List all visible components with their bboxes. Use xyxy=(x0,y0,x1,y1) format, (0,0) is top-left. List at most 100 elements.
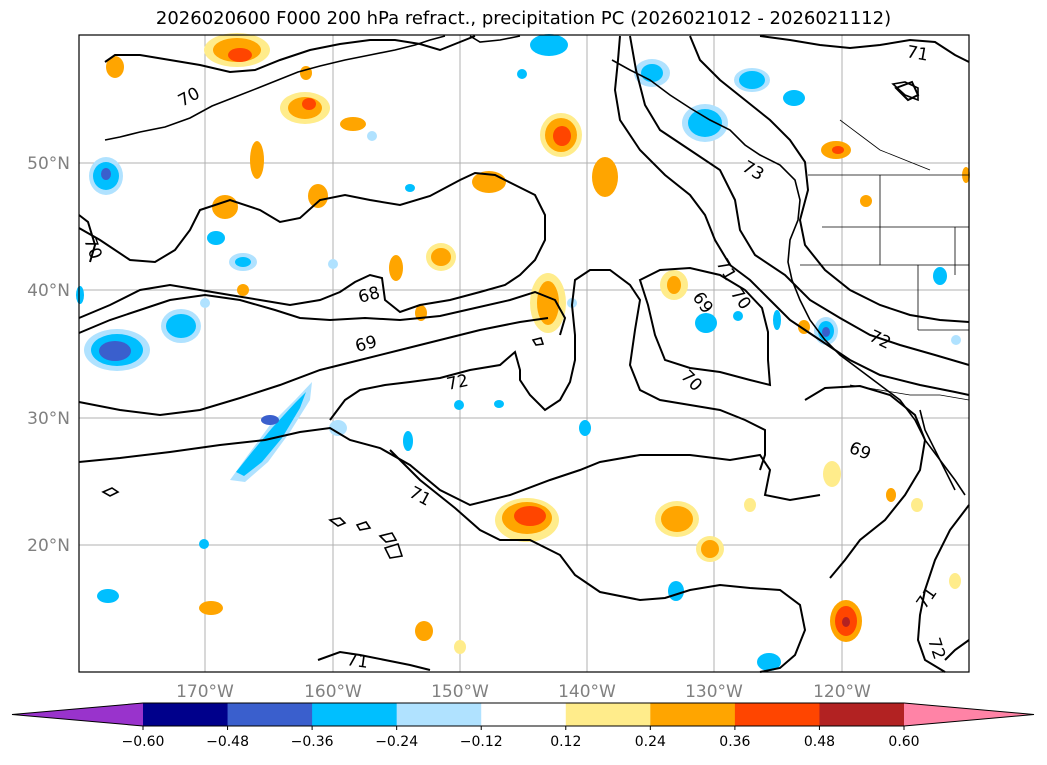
precip-positive-blob xyxy=(911,498,923,512)
lon-label: 140°W xyxy=(558,682,616,702)
precip-negative-blob xyxy=(668,581,684,601)
colorbar-tick-label: 0.48 xyxy=(804,734,835,750)
lat-label: 40°N xyxy=(27,281,70,301)
precip-positive-blob xyxy=(212,195,238,219)
precip-negative-blob xyxy=(97,589,119,603)
precip-positive-blob xyxy=(250,141,264,179)
refractivity-contours xyxy=(78,35,970,673)
precip-positive-blob xyxy=(389,255,403,281)
colorbar-tick-label: −0.48 xyxy=(206,734,249,750)
colorbar-segment xyxy=(481,703,567,726)
hawaii-island-kauai xyxy=(328,517,347,527)
precip-negative-blob xyxy=(682,104,728,142)
alaska-gulf-coast xyxy=(469,35,521,43)
contour-line xyxy=(804,384,927,579)
contour-line xyxy=(78,290,567,336)
precip-negative-blob xyxy=(200,298,210,308)
colorbar-extend-max xyxy=(904,703,1034,726)
colorbar-extend-min xyxy=(12,703,143,726)
precip-positive-blob xyxy=(832,146,844,154)
precip-negative-blob xyxy=(161,309,201,343)
colorbar: −0.60 −0.48 −0.36 −0.24 −0.12 0.12 0.24 0.36 0.4… xyxy=(11,702,1035,750)
contour-line xyxy=(613,35,970,396)
colorbar-segment xyxy=(734,703,820,726)
precip-negative-blob xyxy=(199,539,209,549)
precip-positive-blob xyxy=(886,488,896,502)
colorbar-segment xyxy=(819,703,905,726)
precip-positive-blob xyxy=(540,113,582,157)
aleutian-coast xyxy=(104,35,446,141)
map-background xyxy=(79,35,969,672)
precip-negative-blob xyxy=(757,653,781,671)
contour-line xyxy=(317,650,431,671)
precip-negative-blob xyxy=(494,400,504,408)
precip-positive-blob xyxy=(204,33,270,67)
longitude-labels: 170°W 160°W 150°W 140°W 130°W 120°W xyxy=(176,682,871,702)
colorbar-segment xyxy=(227,703,313,726)
contour-line xyxy=(916,504,970,673)
hawaii-island-oahu xyxy=(355,521,372,531)
contour-line xyxy=(689,35,970,323)
lon-label: 150°W xyxy=(431,682,489,702)
graticule xyxy=(79,35,969,672)
contour-label: 72 xyxy=(445,371,470,395)
precip-positive-blob xyxy=(431,248,451,266)
lon-label: 170°W xyxy=(176,682,234,702)
precip-negative-blob xyxy=(454,400,464,410)
colorbar-tick-label: 0.36 xyxy=(719,734,750,750)
colorbar-segment xyxy=(143,703,229,726)
precip-negative-blob xyxy=(367,131,377,141)
precip-negative-blob xyxy=(230,382,312,482)
precip-negative-blob xyxy=(405,184,415,192)
precip-positive-blob xyxy=(592,157,618,197)
precip-positive-blob xyxy=(237,284,249,296)
lon-label: 120°W xyxy=(813,682,871,702)
contour-line xyxy=(78,426,821,507)
precip-negative-blob xyxy=(76,286,84,304)
state-border xyxy=(839,119,931,171)
lon-label: 130°W xyxy=(685,682,743,702)
colorbar-tick-label: 0.60 xyxy=(888,734,919,750)
precip-negative-blob xyxy=(822,327,830,337)
contour-line xyxy=(629,35,970,366)
hawaii-island-maui xyxy=(378,532,398,543)
precip-positive-blob xyxy=(340,117,366,131)
lat-label: 50°N xyxy=(27,154,70,174)
precip-positive-blob xyxy=(860,195,872,207)
precip-positive-blob xyxy=(667,276,681,294)
colorbar-segment xyxy=(650,703,736,726)
colorbar-tick-label: −0.12 xyxy=(460,734,503,750)
political-borders xyxy=(800,119,970,401)
colorbar-tick-label: 0.24 xyxy=(635,734,666,750)
hawaii-island-big xyxy=(383,543,404,559)
precip-negative-blob xyxy=(403,431,413,451)
contour-line xyxy=(329,269,766,471)
contour-line xyxy=(78,317,549,417)
precip-negative-blob xyxy=(739,71,765,89)
contour-label: 71 xyxy=(345,650,369,673)
precip-negative-blob xyxy=(89,157,123,195)
precip-positive-blob xyxy=(308,184,328,208)
precip-positive-blob xyxy=(454,640,466,654)
precip-negative-blob xyxy=(695,313,717,333)
lat-label: 20°N xyxy=(27,536,70,556)
contour-line xyxy=(78,214,97,263)
precip-negative-blob xyxy=(235,257,251,267)
precip-negative-blob xyxy=(207,231,225,245)
contour-line xyxy=(389,449,807,673)
precip-negative-blob xyxy=(933,267,947,285)
precip-positive-blob xyxy=(415,621,433,641)
precip-positive-blob xyxy=(830,600,862,642)
colorbar-segment xyxy=(565,703,651,726)
island-outline xyxy=(531,337,545,346)
precip-negative-blob xyxy=(328,259,338,269)
lon-label: 160°W xyxy=(304,682,362,702)
colorbar-tick-label: −0.24 xyxy=(375,734,418,750)
colorbar-segment xyxy=(396,703,482,726)
precip-negative-blob xyxy=(641,64,663,82)
precip-negative-blob xyxy=(951,335,961,345)
contour-line xyxy=(759,35,970,63)
colorbar-tick-label: 0.12 xyxy=(550,734,581,750)
precip-positive-blob xyxy=(949,573,961,589)
